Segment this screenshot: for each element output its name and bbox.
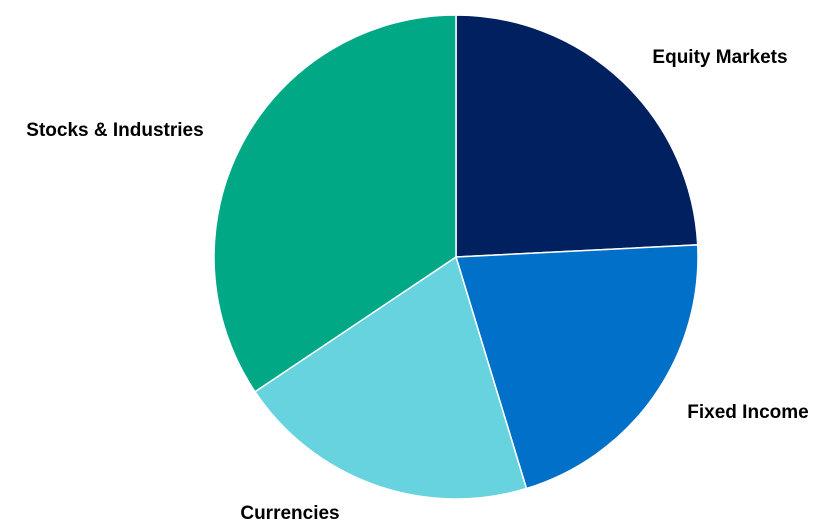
pie-slice-stocks-industries (213, 14, 457, 393)
pie-slice-equity-markets (455, 14, 699, 258)
pie-labels: Equity Markets Fixed Income Currencies S… (26, 47, 808, 523)
pie-slice-fixed-income (455, 244, 699, 490)
slice-label-currencies: Currencies (240, 503, 339, 523)
slice-label-fixed-income: Fixed Income (687, 402, 808, 423)
pie-slices (213, 14, 699, 500)
slice-label-stocks-industries: Stocks & Industries (26, 120, 203, 141)
slice-label-equity-markets: Equity Markets (652, 47, 787, 68)
pie-slice-currencies (253, 255, 528, 500)
